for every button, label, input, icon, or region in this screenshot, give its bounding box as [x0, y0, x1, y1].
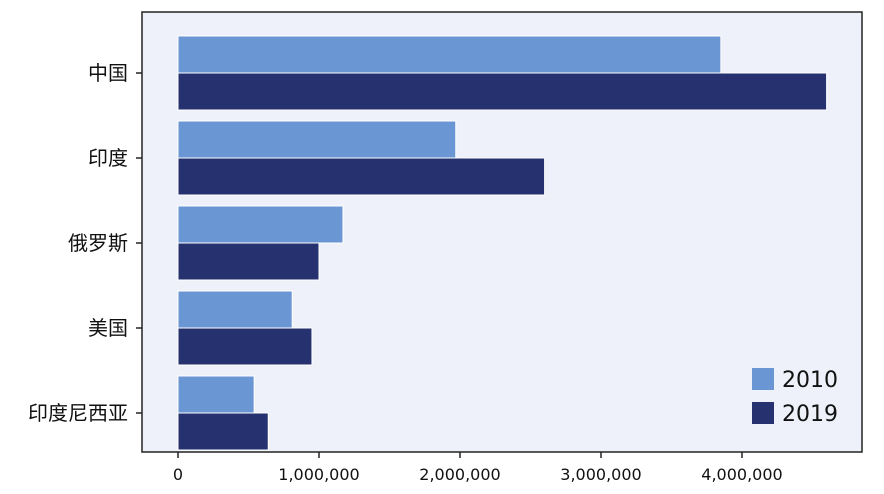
- category-label-3: 美国: [88, 316, 128, 340]
- legend-swatch-2019: [752, 402, 774, 424]
- bar-2019-3: [177, 327, 313, 366]
- category-label-2: 俄罗斯: [68, 231, 128, 255]
- category-label-0: 中国: [88, 61, 128, 85]
- bar-2010-2: [177, 205, 344, 244]
- bar-2019-2: [177, 242, 320, 281]
- legend-label-2010: 2010: [782, 368, 838, 393]
- bar-2010-3: [177, 290, 293, 329]
- bar-2019-4: [177, 412, 269, 451]
- bar-2019-1: [177, 157, 546, 196]
- x-tick-label-3: 3,000,000: [560, 465, 641, 484]
- bar-2010-4: [177, 375, 255, 414]
- legend-swatch-2010: [752, 368, 774, 390]
- bar-2010-1: [177, 120, 457, 159]
- x-tick-label-1: 1,000,000: [278, 465, 359, 484]
- category-label-4: 印度尼西亚: [28, 401, 128, 425]
- bar-2010-0: [177, 35, 722, 74]
- bar-2019-0: [177, 72, 828, 111]
- x-tick-label-2: 2,000,000: [419, 465, 500, 484]
- x-tick-label-0: 0: [173, 465, 183, 484]
- legend-label-2019: 2019: [782, 402, 838, 427]
- x-tick-label-4: 4,000,000: [701, 465, 782, 484]
- legend: 2010 2019: [752, 368, 838, 427]
- category-label-1: 印度: [88, 146, 128, 170]
